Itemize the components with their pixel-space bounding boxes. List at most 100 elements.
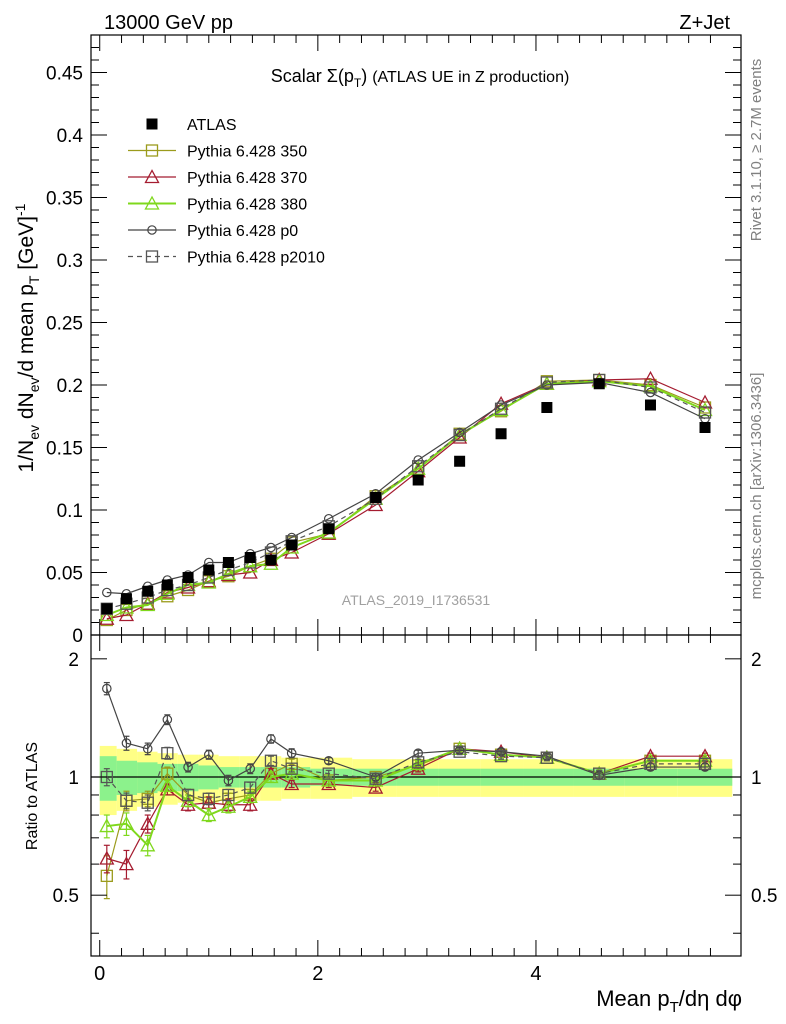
legend-marker-pythia-6-428-380 [144, 195, 160, 210]
data-point-atlas [370, 492, 382, 503]
ratio-point-pythia-6-428-p2010 [181, 788, 195, 802]
mc-point-pythia-6-428-p2010 [494, 402, 508, 415]
title-desc: (ATLAS UE in Z production) [372, 69, 569, 86]
mc-point-pythia-6-428-p0 [454, 427, 465, 438]
ratio-point-pythia-6-428-p2010 [644, 757, 657, 771]
ratio-tick-label: 0.5 [53, 886, 79, 907]
mc-point-pythia-6-428-p0 [496, 400, 506, 410]
y-tick-label: 0.1 [57, 501, 83, 522]
ratio-point-pythia-6-428-370 [242, 796, 258, 811]
ratio-point-pythia-6-428-p0 [323, 755, 334, 766]
ratio-point-pythia-6-428-380 [118, 815, 135, 830]
mc-point-pythia-6-428-370 [697, 394, 713, 409]
x-tick-label: 0 [94, 963, 105, 985]
mc-point-pythia-6-428-p2010 [412, 460, 425, 473]
y-axis-label: 1/Nev dNev/d mean pT [GeV]-1 [12, 203, 42, 472]
data-point-atlas [265, 554, 277, 566]
mc-point-pythia-6-428-380 [493, 402, 509, 417]
rivet-label: Rivet 3.1.10, ≥ 2.7M events [748, 59, 765, 242]
data-point-atlas [101, 603, 113, 615]
series-line-pythia-6-428-380 [106, 380, 706, 616]
ratio-point-pythia-6-428-p0 [223, 775, 234, 786]
ratio-point-pythia-6-428-380 [159, 777, 175, 792]
data-point-atlas [495, 428, 507, 440]
ratio-point-pythia-6-428-370 [368, 779, 384, 794]
series-line-pythia-6-428-370 [106, 378, 706, 620]
data-point-atlas [161, 579, 173, 591]
y-tick-label: 0.35 [46, 189, 83, 210]
y-tick-label: 0.25 [46, 314, 83, 335]
ratio-plot: 0 2 4 0.5 0.5 1 1 2 2 [53, 634, 777, 985]
data-point-atlas [454, 455, 466, 467]
mcplots-label: mcplots.cern.ch [arXiv:1306.3436] [748, 373, 765, 600]
mc-point-pythia-6-428-370 [284, 544, 300, 559]
legend-marker-pythia-6-428-370 [144, 169, 160, 184]
ratio-plot-frame [90, 634, 742, 957]
x-label-a: Mean p [596, 986, 669, 1011]
ratio-point-pythia-6-428-p2010 [222, 788, 235, 802]
y-tick-label: 0 [72, 626, 83, 647]
series-line-pythia-6-428-p0 [106, 381, 706, 595]
ratio-point-pythia-6-428-370 [140, 815, 156, 830]
data-point-atlas [222, 557, 234, 568]
legend-marker-pythia-6-428-p0 [147, 225, 157, 235]
y-label-sub3: T [26, 275, 42, 284]
y-label-sub2: ev [26, 377, 42, 392]
ratio-tick-label: 1 [68, 768, 79, 789]
mc-point-pythia-6-428-370 [118, 607, 135, 622]
title-main: Scalar Σ(p [271, 66, 354, 86]
data-point-atlas [323, 523, 335, 535]
ratio-point-pythia-6-428-p0 [183, 762, 193, 772]
legend-marker-atlas [146, 118, 158, 130]
mc-point-pythia-6-428-380 [220, 565, 237, 580]
mc-point-pythia-6-428-380 [242, 558, 258, 573]
ratio-point-pythia-6-428-p2010 [412, 756, 425, 769]
ratio-point-pythia-6-428-p2010 [369, 772, 382, 785]
legend-label-pythia-6-428-350: Pythia 6.428 350 [187, 144, 307, 161]
title-sub: T [354, 76, 362, 90]
ratio-point-pythia-6-428-380 [99, 818, 115, 833]
y-label-d: [GeV] [15, 216, 38, 276]
y-label-b: dN [15, 392, 38, 425]
chart-title: Scalar Σ(pT) (ATLAS UE in Z production) [271, 66, 570, 90]
x-tick-label: 4 [530, 963, 541, 985]
ratio-point-pythia-6-428-380 [201, 807, 217, 822]
data-point-atlas [244, 552, 256, 563]
y-tick-label: 0.05 [46, 564, 83, 585]
mc-point-pythia-6-428-370 [642, 370, 659, 385]
ratio-point-pythia-6-428-p2010 [141, 796, 154, 809]
y-label-a: 1/N [15, 440, 38, 473]
ratio-point-pythia-6-428-p0 [102, 683, 112, 694]
y-tick-label: 0.3 [57, 251, 83, 272]
ratio-point-pythia-6-428-380 [263, 769, 279, 784]
legend-label-pythia-6-428-370: Pythia 6.428 370 [187, 170, 307, 187]
ratio-axis-label: Ratio to ATLAS [24, 742, 41, 850]
mc-point-pythia-6-428-p0 [542, 380, 552, 390]
ratio-point-pythia-6-428-380 [321, 772, 337, 787]
ratio-point-pythia-6-428-p2010 [540, 751, 554, 764]
title-rest: ) [361, 66, 372, 86]
ratio-point-pythia-6-428-p0 [162, 714, 173, 725]
ratio-point-pythia-6-428-p0 [142, 743, 153, 754]
main-plot: 0 0.05 0.1 0.15 0.2 0.25 0.3 0.35 0.4 0.45 [46, 34, 742, 647]
series-line-pythia-6-428-p2010 [106, 379, 706, 610]
ratio-point-pythia-6-428-370 [180, 796, 196, 811]
mc-point-pythia-6-428-p2010 [644, 381, 657, 394]
y-label-sup: -1 [12, 203, 28, 216]
ratio-tick-label-right: 2 [751, 650, 762, 671]
mc-point-pythia-6-428-p0 [413, 455, 423, 465]
legend-marker-pythia-6-428-p2010 [145, 250, 159, 263]
mc-point-pythia-6-428-380 [642, 378, 659, 393]
ratio-tick-label-right: 0.5 [751, 886, 777, 907]
data-point-atlas [286, 539, 298, 551]
mc-point-pythia-6-428-p2010 [453, 428, 466, 442]
x-label-b: /dη dφ [679, 986, 742, 1011]
ratio-point-pythia-6-428-p0 [203, 749, 214, 760]
x-axis-label: Mean pT/dη dφ [596, 986, 742, 1016]
ratio-point-pythia-6-428-p2010 [593, 767, 606, 780]
mc-point-pythia-6-428-p0 [323, 513, 334, 524]
x-label-sub: T [670, 999, 679, 1016]
mc-point-pythia-6-428-380 [201, 574, 217, 589]
ratio-point-pythia-6-428-p2010 [202, 792, 215, 805]
